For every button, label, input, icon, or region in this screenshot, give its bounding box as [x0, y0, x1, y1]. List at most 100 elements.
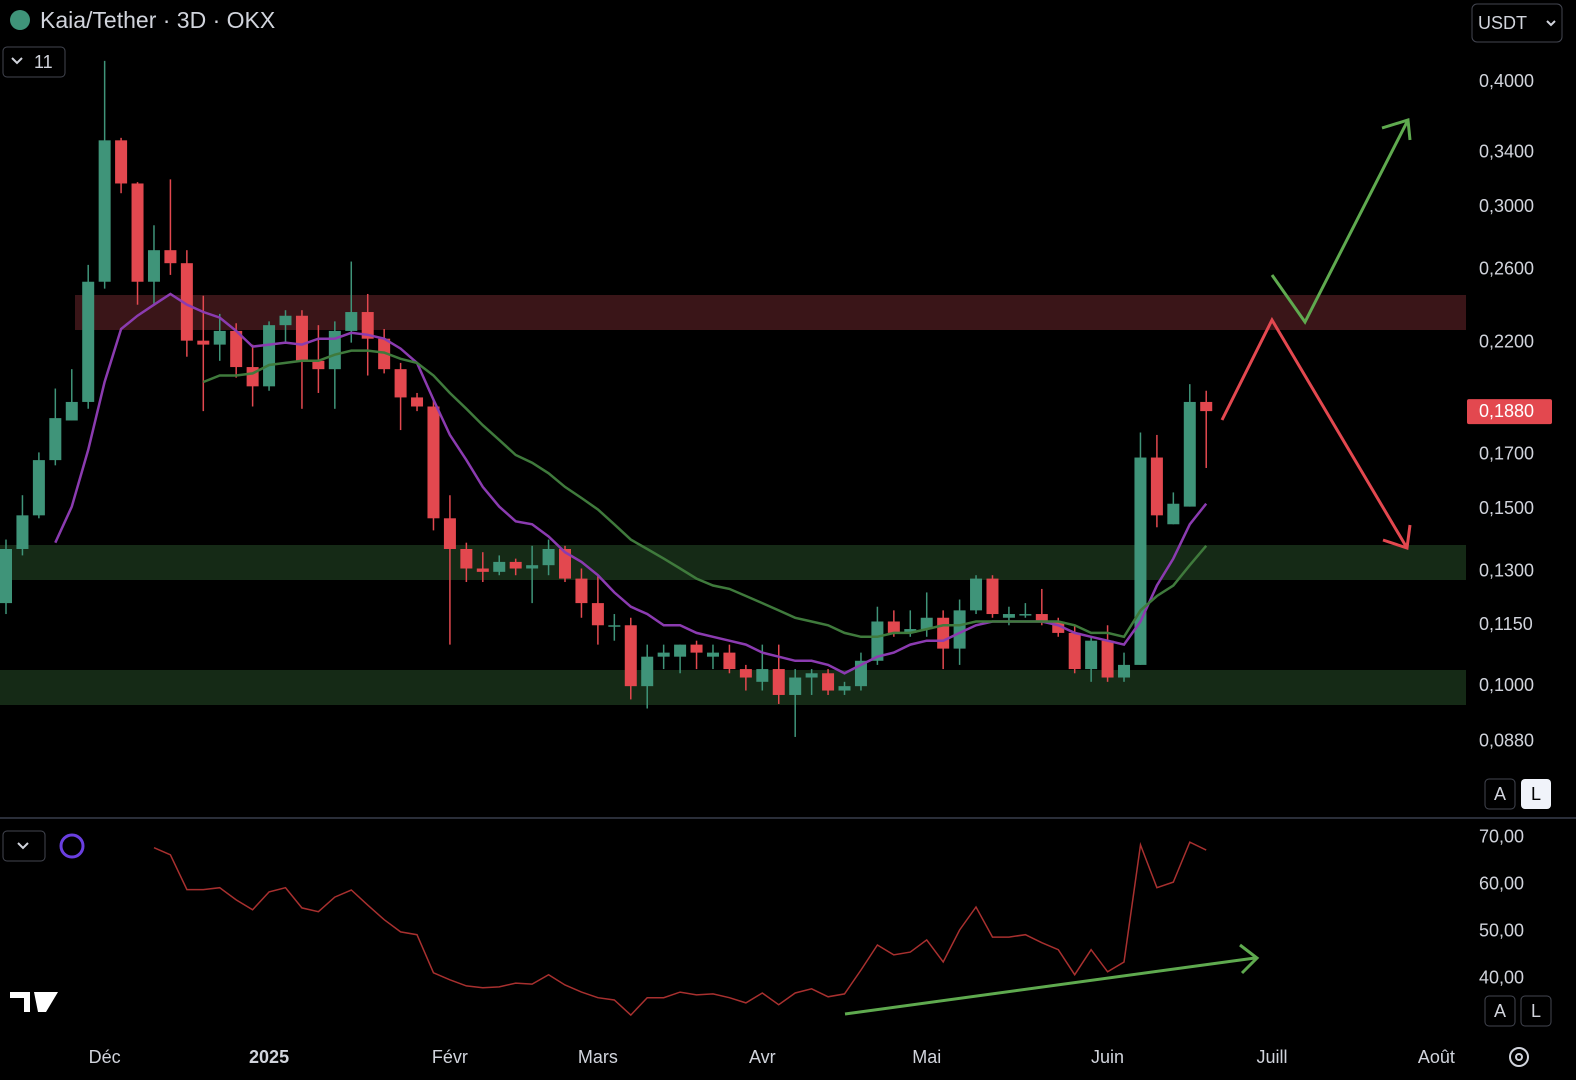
candle-body — [312, 360, 325, 370]
log-scale-label: L — [1531, 1001, 1541, 1021]
candle-body — [98, 140, 111, 282]
indicator-count: 11 — [34, 52, 53, 72]
candle-body — [986, 578, 999, 615]
candle-body — [443, 518, 456, 549]
y-tick-label: 0,3000 — [1479, 196, 1534, 216]
x-tick-label: Déc — [89, 1047, 121, 1067]
chevron — [11, 57, 23, 65]
y-tick-label: 40,00 — [1479, 968, 1524, 988]
candle-body — [920, 617, 933, 630]
bull-projection — [1270, 119, 1410, 325]
candle-body — [871, 621, 884, 661]
candle-body — [164, 250, 177, 264]
x-tick-label: Août — [1418, 1047, 1455, 1067]
candle-body — [147, 250, 160, 282]
symbol-icon — [10, 10, 30, 30]
candle-body — [32, 460, 45, 516]
moving-average — [202, 349, 1208, 639]
x-tick-label: Mars — [578, 1047, 618, 1067]
last-price-label: 0,1880 — [1479, 401, 1534, 421]
auto-scale-label: A — [1494, 1001, 1506, 1021]
x-tick-label: 2025 — [249, 1047, 289, 1067]
chart-title: Kaia/Tether · 3D · OKX — [40, 7, 275, 33]
candle-body — [197, 340, 210, 345]
candle-body — [394, 369, 407, 398]
candle-body — [1085, 640, 1098, 670]
currency-select[interactable] — [1471, 3, 1563, 43]
candle-body — [378, 338, 391, 370]
candles — [0, 60, 1213, 737]
x-tick-label: Juill — [1256, 1047, 1287, 1067]
bear-projection — [1220, 316, 1409, 549]
arrow-head — [1239, 943, 1260, 975]
candle-body — [1150, 457, 1163, 516]
auto-scale-button[interactable] — [1484, 995, 1516, 1027]
candle-body — [591, 603, 604, 626]
candle-body — [789, 677, 802, 695]
candle-body — [131, 183, 144, 282]
candle-body — [361, 312, 374, 339]
candle-body — [1052, 621, 1065, 633]
candle-body — [1019, 614, 1032, 616]
support-zone — [0, 670, 1466, 705]
y-tick-label: 0,1000 — [1479, 675, 1534, 695]
candle-body — [345, 312, 358, 331]
candle-body — [838, 686, 851, 691]
candle-body — [1002, 614, 1015, 618]
settings-icon[interactable] — [1509, 1047, 1529, 1067]
indicator-toggle[interactable] — [2, 46, 66, 78]
x-tick-label: Juin — [1091, 1047, 1124, 1067]
y-tick-label: 60,00 — [1479, 874, 1524, 894]
candle-body — [476, 568, 489, 572]
candle-body — [822, 673, 835, 691]
last-price-badge — [1467, 399, 1552, 425]
y-tick-label: 0,1300 — [1479, 561, 1534, 581]
candle-body — [657, 652, 670, 657]
candle-body — [279, 315, 292, 326]
candle-body — [904, 629, 917, 633]
candle-body — [230, 330, 243, 368]
candle-body — [427, 406, 440, 519]
candle-body — [624, 625, 637, 687]
y-tick-label: 0,1150 — [1479, 614, 1533, 634]
x-tick-label: Avr — [749, 1047, 776, 1067]
log-scale-button[interactable] — [1521, 779, 1551, 809]
auto-scale-button[interactable] — [1484, 778, 1516, 810]
auto-scale-label: A — [1494, 784, 1506, 804]
chevron — [17, 842, 29, 850]
candle-body — [49, 418, 62, 461]
y-tick-label: 0,2600 — [1479, 259, 1534, 279]
log-scale-button[interactable] — [1520, 995, 1552, 1027]
log-scale-label: L — [1531, 784, 1541, 804]
x-tick-label: Févr — [432, 1047, 468, 1067]
currency-label: USDT — [1478, 13, 1527, 33]
settings-icon-core — [1515, 1053, 1523, 1061]
y-tick-label: 0,4000 — [1479, 71, 1534, 91]
candle-body — [608, 625, 621, 627]
candle-body — [674, 644, 687, 657]
candle-body — [1200, 401, 1213, 412]
candle-body — [559, 548, 572, 579]
support-zone — [0, 545, 1466, 580]
candle-body — [1035, 614, 1048, 622]
candle-body — [1101, 640, 1114, 678]
candle-body — [526, 565, 539, 569]
y-tick-label: 0,3400 — [1479, 142, 1534, 162]
candle-body — [460, 548, 473, 569]
candle-body — [953, 610, 966, 649]
candle-body — [65, 401, 78, 421]
candle-body — [180, 263, 193, 341]
candle-body — [509, 561, 522, 569]
rsi-trendline — [844, 956, 1256, 1016]
candle-body — [723, 652, 736, 670]
refresh-icon[interactable] — [59, 833, 85, 859]
candle-body — [263, 325, 276, 387]
rsi-line — [153, 841, 1207, 1017]
candle-body — [411, 397, 424, 407]
candle-body — [82, 281, 95, 402]
candle-body — [16, 515, 29, 549]
arrow-head — [1382, 524, 1412, 550]
candle-body — [756, 669, 769, 682]
